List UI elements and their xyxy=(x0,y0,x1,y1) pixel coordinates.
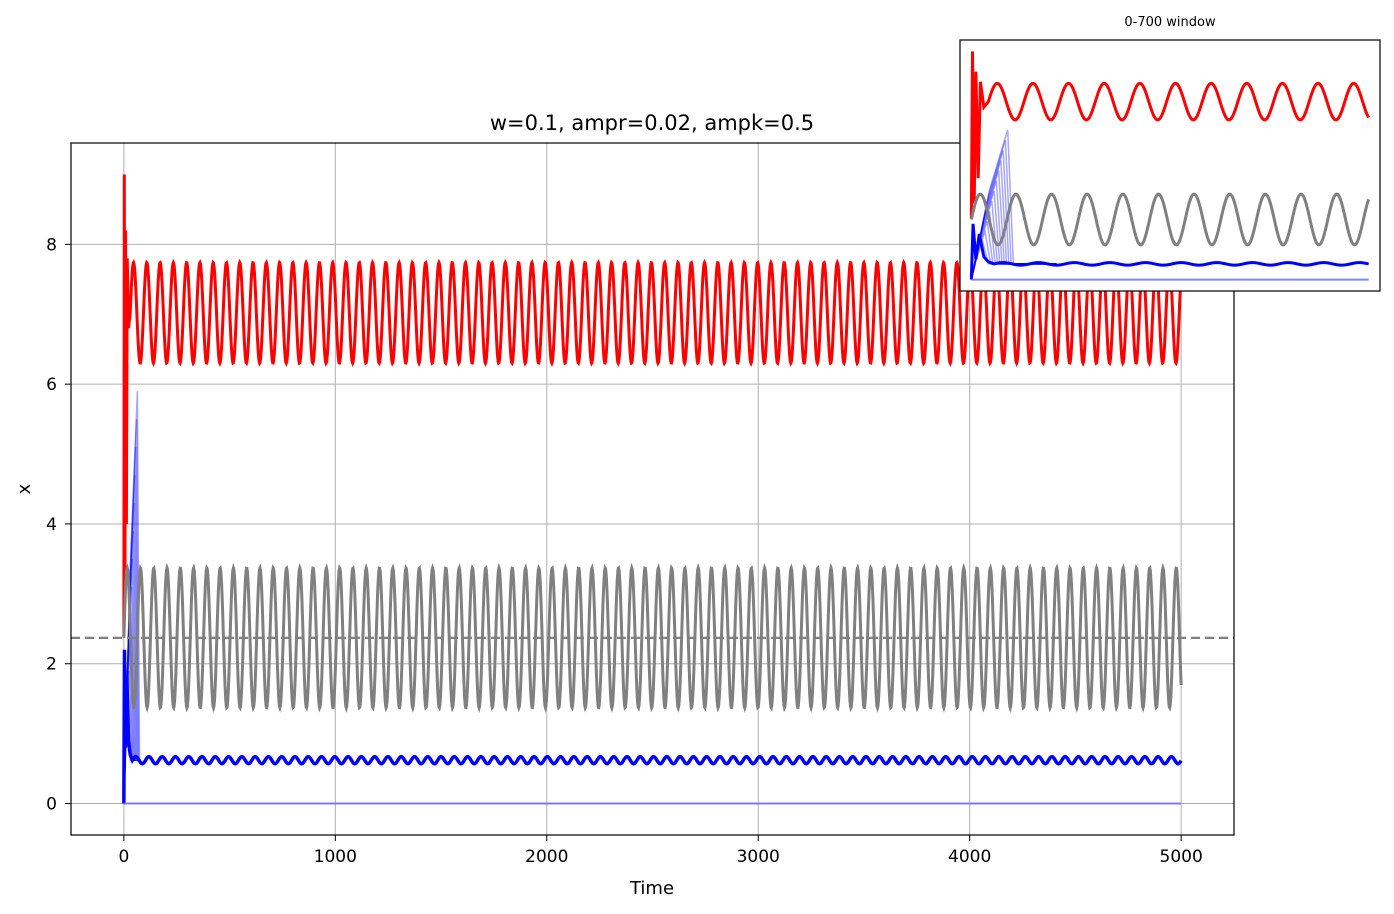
main-y-axis: 0 2 4 6 8 xyxy=(46,235,71,815)
y-tick-label: 4 xyxy=(46,515,57,535)
x-tick-label: 4000 xyxy=(948,847,991,867)
inset-plot-area xyxy=(960,40,1380,291)
x-tick-label: 2000 xyxy=(525,847,568,867)
chart-title: w=0.1, ampr=0.02, ampk=0.5 xyxy=(490,111,814,135)
y-tick-label: 6 xyxy=(46,375,57,395)
y-tick-label: 2 xyxy=(46,655,57,675)
blue-transient-line xyxy=(123,474,138,804)
inset-plot-frame xyxy=(959,39,1381,292)
series-line xyxy=(122,649,1183,804)
main-series-group xyxy=(71,174,1234,805)
series-line xyxy=(122,174,1183,636)
inset-plot: 0-700 window xyxy=(959,15,1381,292)
y-tick-label: 0 xyxy=(46,795,57,815)
x-tick-label: 0 xyxy=(118,847,129,867)
x-tick-label: 3000 xyxy=(737,847,780,867)
inset-series-line xyxy=(969,223,1369,280)
y-tick-label: 8 xyxy=(46,235,57,255)
inset-title: 0-700 window xyxy=(1124,15,1216,30)
main-plot-frame xyxy=(70,142,1235,836)
x-axis-label: Time xyxy=(629,878,674,899)
inset-series-line xyxy=(969,51,1370,219)
main-x-axis: 0 1000 2000 3000 4000 5000 xyxy=(118,835,1203,867)
inset-series-group xyxy=(969,51,1371,281)
x-tick-label: 5000 xyxy=(1160,847,1203,867)
inset-series-line xyxy=(969,192,1371,247)
series-line xyxy=(122,562,1183,713)
y-axis-label: x xyxy=(14,483,35,494)
x-tick-label: 1000 xyxy=(314,847,357,867)
